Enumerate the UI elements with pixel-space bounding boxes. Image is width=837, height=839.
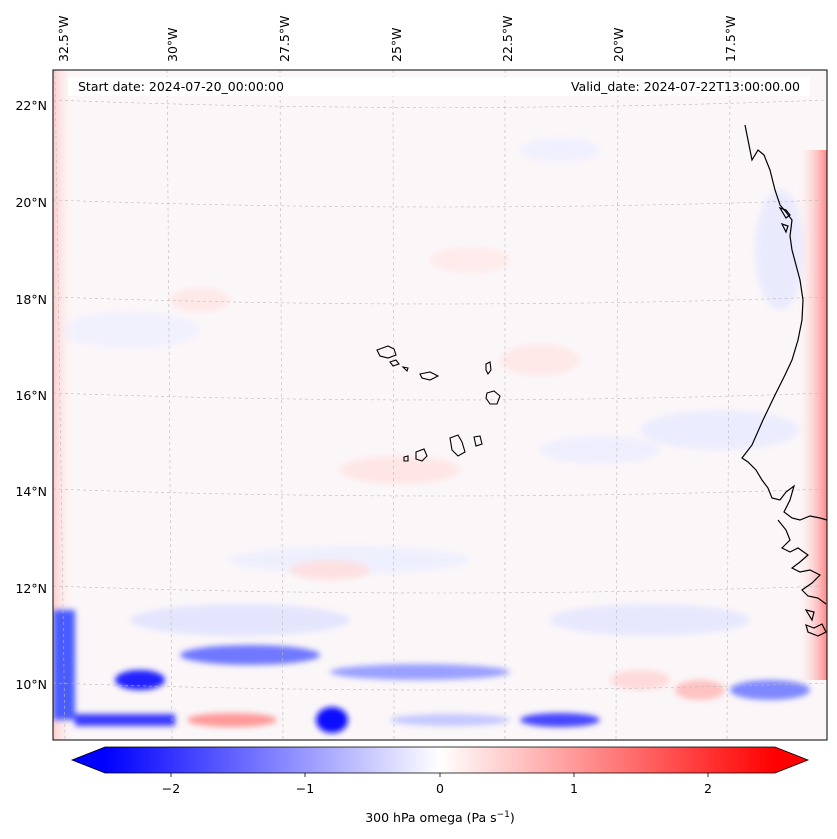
valid-date-label: Valid_date: 2024-07-22T13:00:00.00 [571,79,800,94]
lat-label: 22°N [15,98,47,113]
lat-label: 10°N [15,677,47,692]
map-frame [52,69,828,741]
colorbar-tick-label: 0 [436,781,444,796]
colorbar: −2 −1 0 1 2 300 hPa omega (Pa s−1) [70,746,810,825]
colorbar-ticks [170,773,709,777]
lat-label: 20°N [15,195,47,210]
graticule [53,70,827,740]
lon-label: 30°W [165,27,180,62]
lat-label: 12°N [15,581,47,596]
colorbar-tick-label: 1 [570,781,578,796]
colorbar-label: 300 hPa omega (Pa s−1) [365,810,515,825]
header-strip [68,77,810,96]
colorbar-extend-min [72,747,105,773]
colorbar-tick-label: −2 [162,781,180,796]
lon-label: 25°W [389,27,404,62]
lat-label: 18°N [15,292,47,307]
lat-label: 14°N [15,484,47,499]
map-panel: Start date: 2024-07-20_00:00:00 Valid_da… [52,69,828,741]
lon-label: 20°W [611,27,626,62]
colorbar-outline [70,746,810,774]
lon-label: 32.5°W [56,16,71,62]
colorbar-gradient [105,747,775,773]
lon-label: 22.5°W [500,16,515,62]
start-date-label: Start date: 2024-07-20_00:00:00 [78,79,284,94]
lat-label: 16°N [15,388,47,403]
omega-field [53,70,827,740]
lon-label: 17.5°W [723,16,738,62]
longitude-labels: 32.5°W 30°W 27.5°W 25°W 22.5°W 20°W 17.5… [56,16,738,62]
colorbar-tick-label: 2 [704,781,712,796]
colorbar-extend-max [775,747,808,773]
colorbar-tick-label: −1 [296,781,314,796]
cabo-verde-islands [376,345,501,462]
latitude-labels: 22°N 20°N 18°N 16°N 14°N 12°N 10°N [15,98,47,692]
lon-label: 27.5°W [277,16,292,62]
